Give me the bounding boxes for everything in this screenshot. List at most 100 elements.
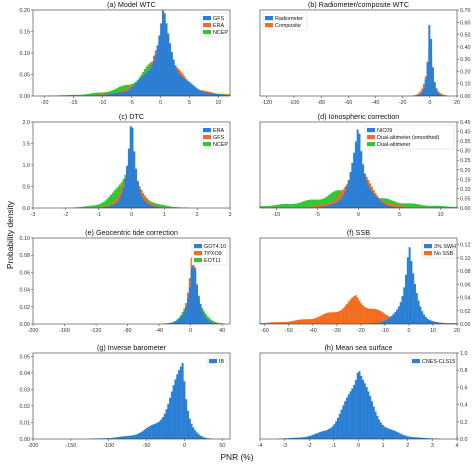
histogram-bar (360, 151, 363, 208)
x-tick-label: -50 (285, 328, 293, 334)
histogram-bar (161, 207, 164, 208)
histogram-bar (362, 305, 365, 324)
histogram-bar (302, 437, 305, 439)
histogram-bar (363, 307, 366, 324)
panel-title: (h) Mean sea surface (325, 343, 393, 352)
histogram-bar (136, 433, 139, 439)
histogram-bar (120, 193, 123, 208)
legend-swatch (194, 258, 202, 263)
histogram-bar (117, 201, 120, 208)
histogram-bar (129, 126, 132, 208)
y-tick-label: 0.05 (20, 73, 31, 79)
y-tick-label: 0.35 (460, 139, 471, 145)
histogram-bar (387, 428, 390, 439)
histogram-bar (372, 193, 375, 208)
histogram-bar (101, 95, 104, 96)
histogram-bar (140, 194, 143, 208)
histogram-bar (369, 396, 372, 439)
histogram-bar (263, 322, 266, 324)
histogram-bar (167, 33, 170, 96)
histogram-bar (102, 92, 105, 96)
histogram-bar (167, 206, 170, 208)
histogram-bar (142, 430, 145, 439)
histogram-bar (353, 152, 356, 208)
histogram-bar (113, 204, 116, 208)
y-tick-label: 0.04 (460, 296, 471, 302)
histogram-bar (131, 435, 134, 439)
histogram-bar (444, 95, 447, 96)
histogram-bar (217, 94, 220, 96)
histogram-bar (304, 200, 307, 208)
x-tick-label: -30 (333, 328, 341, 334)
histogram-bar (437, 205, 440, 208)
histogram-bar (113, 93, 116, 96)
histogram-bar (190, 423, 193, 439)
histogram-bar (311, 206, 314, 208)
histogram-bar (151, 65, 154, 96)
legend-label: Dual-altimeter (377, 142, 411, 148)
histogram-bar (372, 308, 375, 324)
x-tick-label: -4 (258, 443, 263, 449)
histogram-bar (179, 75, 182, 96)
histogram-bar (77, 207, 80, 208)
y-tick-label: 0.05 (20, 354, 31, 360)
histogram-bar (106, 198, 109, 208)
histogram-bar (385, 314, 388, 324)
histogram-bar (306, 207, 309, 208)
histogram-bar (331, 426, 334, 439)
histogram-bar (315, 433, 318, 439)
series-era (99, 126, 164, 208)
histogram-bar (88, 205, 91, 208)
x-tick-label: 10 (438, 212, 444, 218)
y-tick-label: 0.15 (460, 177, 471, 183)
histogram-bar (144, 201, 147, 208)
histogram-bar (126, 435, 129, 439)
histogram-bar (115, 188, 118, 208)
histogram-bar (127, 89, 130, 96)
panel-5: (e) Geocentric tide correction -200 -160 -1… (20, 228, 231, 334)
histogram-bar (212, 322, 215, 324)
histogram-bar (349, 391, 352, 439)
histogram-bar (342, 405, 345, 439)
histogram-bar (192, 427, 195, 439)
histogram-bar (313, 434, 316, 439)
histogram-bar (390, 206, 393, 208)
histogram-bar (403, 287, 406, 324)
histogram-bar (329, 427, 332, 439)
legend-swatch (203, 23, 211, 28)
legend-label: GFS (213, 135, 224, 141)
histogram-bar (412, 437, 415, 439)
histogram-bar (345, 397, 348, 439)
histogram-bar (110, 93, 112, 96)
histogram-bar (421, 311, 424, 324)
histogram-bar (304, 436, 307, 439)
histogram-bar (440, 94, 443, 96)
histogram-bar (397, 207, 400, 208)
histogram-bar (95, 92, 98, 96)
histogram-bar (306, 436, 309, 439)
histogram-bar (311, 199, 314, 208)
histogram-bar (138, 433, 141, 439)
histogram-bar (385, 319, 388, 324)
y-tick-label: 0.10 (20, 236, 31, 242)
histogram-bar (124, 91, 127, 96)
histogram-bar (374, 323, 377, 324)
histogram-bar (403, 435, 406, 439)
x-tick-label: 0 (159, 100, 162, 106)
histogram-bar (161, 10, 164, 97)
histogram-bar (455, 206, 458, 208)
histogram-bar (179, 366, 182, 439)
histogram-bar (338, 310, 341, 324)
histogram-bar (385, 204, 388, 208)
histogram-bar (392, 204, 395, 208)
x-tick-label: -10 (99, 100, 107, 106)
histogram-bar (279, 204, 282, 208)
histogram-bar (417, 204, 420, 208)
histogram-bar (417, 95, 420, 96)
histogram-bar (126, 165, 129, 208)
histogram-bar (410, 207, 413, 208)
histogram-bar (110, 205, 112, 208)
histogram-bar (351, 388, 354, 439)
histogram-bar (401, 434, 404, 439)
